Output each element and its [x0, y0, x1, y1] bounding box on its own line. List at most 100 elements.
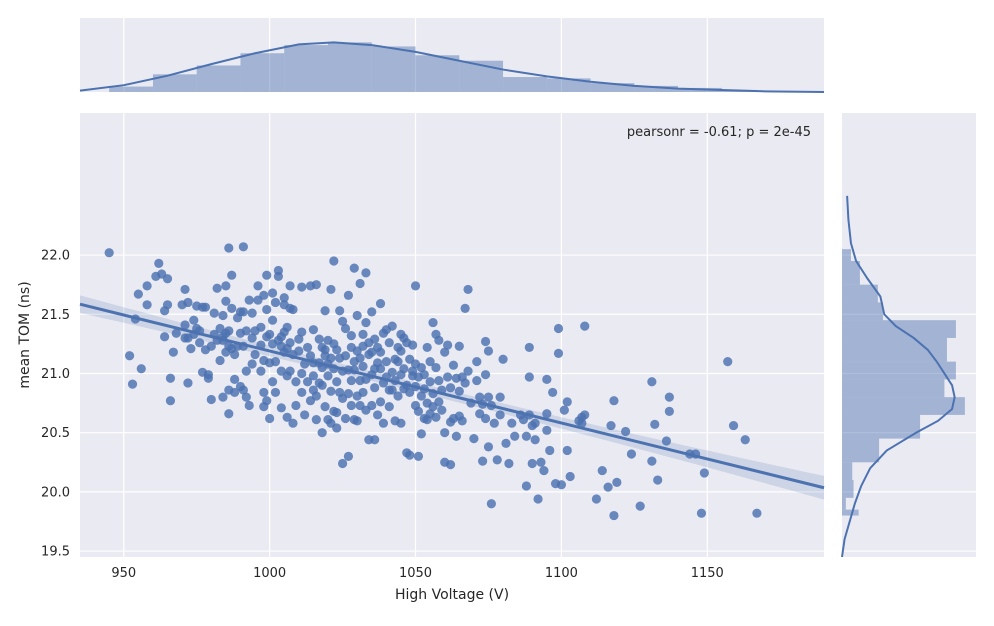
y-tick-label: 19.5	[41, 545, 70, 560]
scatter-point	[250, 349, 260, 360]
scatter-point	[480, 336, 491, 347]
y-tick-label: 20.0	[41, 485, 70, 500]
scatter-point	[548, 387, 558, 398]
scatter-point	[521, 481, 532, 491]
scatter-point	[510, 431, 520, 441]
scatter-point	[183, 297, 193, 308]
scatter-point	[699, 468, 709, 478]
scatter-point	[270, 387, 281, 398]
scatter-point	[478, 456, 488, 466]
scatter-point	[262, 270, 272, 280]
scatter-point	[256, 322, 266, 332]
scatter-point	[262, 396, 272, 406]
scatter-point	[270, 297, 281, 308]
scatter-point	[434, 335, 444, 345]
scatter-point	[445, 383, 456, 393]
scatter-point	[270, 357, 281, 367]
scatter-point	[171, 328, 181, 338]
scatter-point	[454, 341, 464, 351]
x-tick-label: 1050	[399, 566, 432, 581]
right-marginal-histogram	[842, 249, 965, 516]
scatter-point	[305, 351, 316, 361]
x-axis-label: High Voltage (V)	[395, 587, 509, 603]
scatter-point	[419, 370, 429, 380]
scatter-point	[136, 364, 146, 374]
scatter-point	[378, 418, 389, 428]
scatter-point	[311, 391, 321, 401]
top-marginal-histogram	[109, 42, 757, 92]
scatter-point	[206, 394, 216, 405]
scatter-point	[238, 307, 248, 317]
scatter-point	[524, 372, 534, 382]
scatter-point	[375, 397, 386, 407]
scatter-point	[425, 357, 435, 367]
right-marginal-kde-curve	[841, 195, 956, 558]
right-histogram-bar	[842, 302, 883, 321]
y-tick-label: 21.0	[41, 367, 70, 382]
scatter-point	[591, 494, 602, 504]
top-histogram-bar	[240, 53, 285, 92]
scatter-point	[553, 323, 564, 334]
scatter-point	[323, 371, 333, 381]
scatter-point	[443, 372, 453, 382]
scatter-point	[527, 458, 537, 469]
scatter-point	[740, 435, 750, 445]
scatter-point	[416, 429, 426, 439]
scatter-point	[501, 438, 511, 448]
scatter-point	[661, 436, 672, 446]
scatter-point	[387, 367, 397, 377]
scatter-point	[212, 283, 222, 293]
scatter-point	[142, 281, 152, 291]
scatter-point	[384, 402, 394, 412]
scatter-point	[647, 377, 657, 387]
scatter-point	[133, 289, 143, 299]
scatter-point	[332, 407, 342, 418]
scatter-point	[206, 341, 216, 351]
scatter-point	[203, 370, 213, 380]
top-histogram-bar	[284, 45, 328, 92]
scatter-point	[343, 451, 354, 461]
scatter-point	[186, 344, 196, 354]
y-tick-labels: 19.5 20.0 20.5 21.0 21.5 22.0	[41, 249, 70, 560]
scatter-point	[346, 400, 356, 411]
top-histogram-bar	[152, 74, 197, 92]
scatter-point	[463, 284, 473, 295]
scatter-point	[241, 366, 251, 376]
right-histogram-bar	[842, 397, 965, 415]
scatter-point	[358, 361, 368, 371]
scatter-point	[317, 428, 327, 438]
scatter-point	[521, 431, 532, 441]
scatter-point	[288, 418, 298, 428]
scatter-point	[696, 508, 707, 518]
scatter-point	[504, 458, 514, 469]
y-axis-label: mean TOM (ns)	[17, 281, 33, 388]
scatter-point	[180, 284, 190, 295]
right-histogram-bar	[842, 261, 860, 285]
scatter-point	[209, 308, 219, 318]
scatter-point	[370, 435, 380, 445]
scatter-point	[238, 385, 248, 395]
scatter-point	[224, 243, 234, 253]
scatter-point	[410, 281, 421, 291]
scatter-point	[451, 431, 461, 441]
scatter-point	[253, 281, 263, 291]
scatter-point	[352, 310, 362, 321]
scatter-point	[291, 377, 301, 387]
scatter-point	[524, 342, 534, 353]
top-marginal-gridlines	[123, 18, 708, 92]
scatter-point	[495, 392, 505, 402]
top-histogram-bar	[590, 83, 635, 92]
scatter-point	[460, 378, 470, 388]
top-histogram-bar	[634, 85, 679, 92]
top-histogram-bar	[415, 55, 460, 92]
scatter-point	[437, 405, 447, 415]
right-marginal-axes	[841, 113, 976, 558]
scatter-point	[343, 389, 354, 399]
scatter-point	[396, 346, 406, 356]
scatter-point	[291, 400, 301, 411]
scatter-point	[405, 450, 415, 460]
pearson-annotation: pearsonr = -0.61; p = 2e-45	[627, 125, 811, 140]
scatter-point	[361, 317, 371, 328]
scatter-point	[215, 355, 225, 366]
scatter-point	[326, 284, 336, 295]
